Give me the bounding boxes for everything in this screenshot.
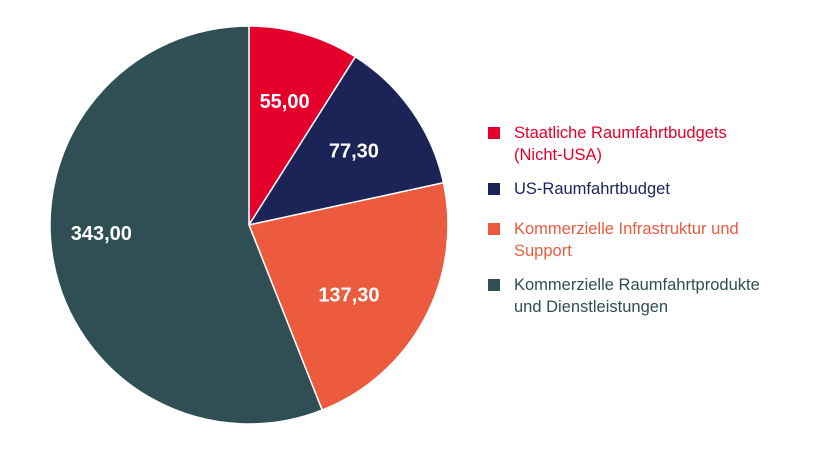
slice-value-label: 77,30 (329, 141, 379, 163)
slice-value-label: 137,30 (318, 284, 379, 306)
legend-label: Kommerzielle Infrastruktur und Support (514, 218, 833, 262)
legend-swatch (488, 279, 500, 291)
legend-label-line: Kommerzielle Raumfahrtprodukte (514, 276, 760, 294)
legend-item: US-Raumfahrtbudget (488, 178, 833, 200)
legend-item: Kommerzielle Infrastruktur und Support (488, 218, 833, 262)
legend-label-line: Staatliche Raumfahrtbudgets (514, 124, 727, 142)
legend: Staatliche Raumfahrtbudgets (Nicht-USA) US… (488, 122, 833, 318)
legend-label-line: Kommerzielle Infrastruktur und (514, 220, 739, 238)
pie-slices (49, 25, 449, 425)
legend-swatch (488, 183, 500, 195)
pie-slice (248, 25, 357, 226)
legend-label: Staatliche Raumfahrtbudgets (Nicht-USA) (514, 122, 833, 166)
slice-value-label: 55,00 (260, 91, 310, 113)
legend-item: Kommerzielle Raumfahrtprodukte und Dienst… (488, 274, 833, 318)
legend-label-line: (Nicht-USA) (514, 146, 603, 164)
legend-label-line: und Dienstleistungen (514, 298, 669, 316)
legend-label-line: Support (514, 242, 572, 260)
legend-swatch (488, 223, 500, 235)
legend-label: Kommerzielle Raumfahrtprodukte und Dienst… (514, 274, 833, 318)
legend-item: Staatliche Raumfahrtbudgets (Nicht-USA) (488, 122, 833, 166)
pie-slice (248, 56, 445, 226)
pie-slice (49, 25, 323, 425)
legend-swatch (488, 127, 500, 139)
legend-label-line: US-Raumfahrtbudget (514, 180, 670, 198)
pie-labels: 55,00 77,30 137,30 343,00 (71, 91, 380, 306)
pie-slice (248, 182, 449, 411)
slice-value-label: 343,00 (71, 223, 132, 245)
legend-label: US-Raumfahrtbudget (514, 178, 833, 200)
